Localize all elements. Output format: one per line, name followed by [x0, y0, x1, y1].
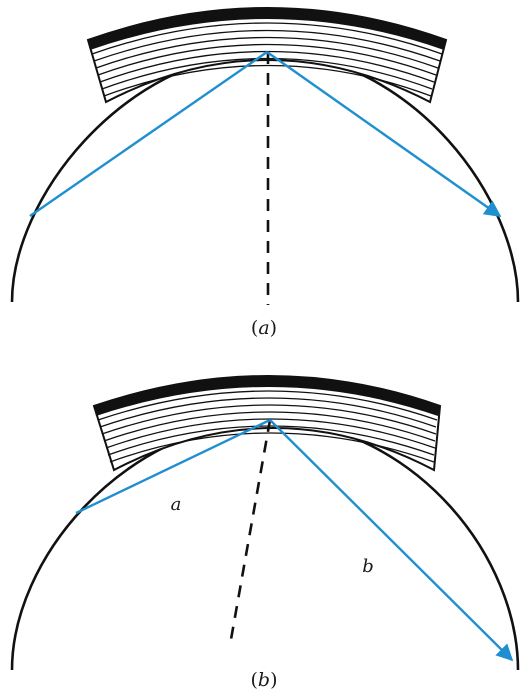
- normal-line-b: [228, 419, 272, 646]
- incident-ray-a: [29, 51, 268, 217]
- panel-b: a b (b): [10, 375, 520, 691]
- incident-ray-b: [75, 418, 271, 515]
- caption-b: (b): [250, 669, 277, 691]
- reflected-ray-b: [269, 419, 514, 662]
- ray-label-b: b: [362, 556, 374, 577]
- dome-outline-b: [10, 416, 520, 671]
- panel-a: (a): [10, 7, 520, 339]
- caption-a: (a): [251, 317, 277, 339]
- ray-label-a: a: [171, 494, 182, 515]
- multilayer-crystal-b: [92, 375, 442, 472]
- reflected-ray-a: [266, 51, 502, 217]
